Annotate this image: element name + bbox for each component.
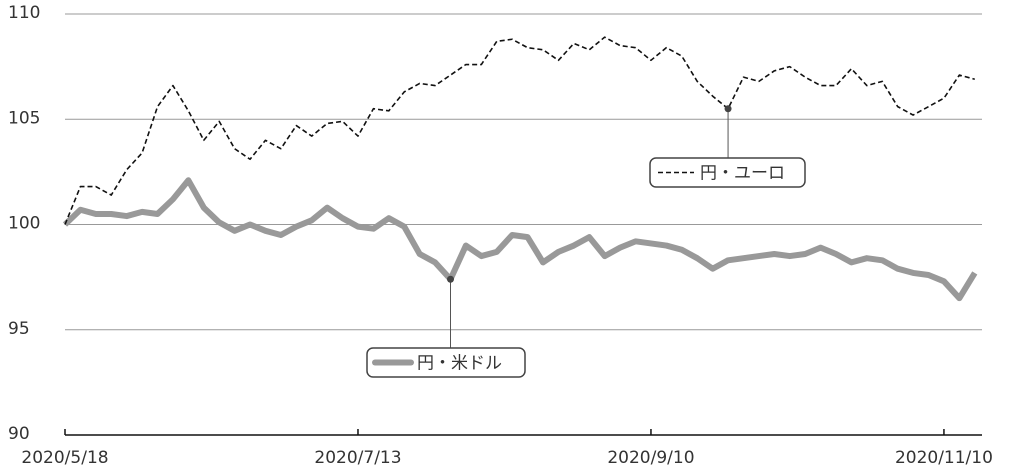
y-tick-label: 90 (8, 424, 30, 444)
y-tick-label: 95 (8, 319, 30, 339)
x-tick-label: 2020/9/10 (607, 448, 694, 468)
x-tick-label: 2020/5/18 (21, 448, 108, 468)
y-tick-label: 105 (8, 108, 40, 128)
series-line (64, 36, 975, 225)
x-tick-label: 2020/11/10 (895, 448, 993, 468)
legend-box (649, 157, 806, 188)
y-tick-label: 110 (8, 3, 40, 23)
x-tick-label: 2020/7/13 (314, 448, 401, 468)
series-line (62, 177, 978, 302)
legend-label: 円・ユーロ (700, 164, 785, 184)
legend-box (366, 347, 526, 378)
legend-label: 円・米ドル (417, 354, 502, 374)
callout-dot (724, 105, 732, 113)
callout-dot (447, 275, 454, 283)
y-tick-label: 100 (8, 214, 40, 234)
